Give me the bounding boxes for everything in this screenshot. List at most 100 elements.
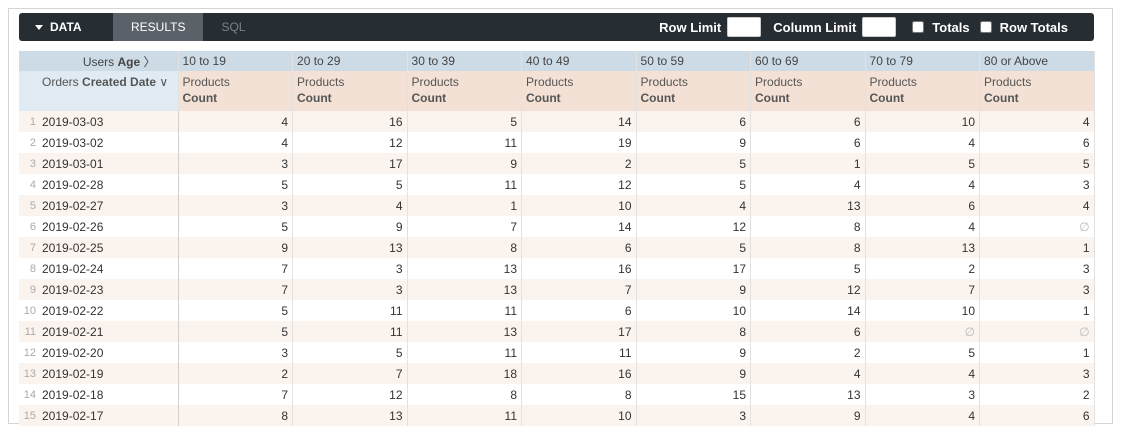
value-cell: 7 — [407, 216, 523, 237]
value-cell: 5 — [865, 342, 981, 363]
value-cell: 9 — [636, 363, 752, 384]
data-row: 3 2019-03-01 3 17 9 2 5 1 5 5 — [19, 153, 1095, 174]
tab[interactable]: DATA — [19, 13, 113, 41]
value-cell: 10 — [865, 300, 981, 321]
data-row: 9 2019-02-23 7 3 13 7 9 12 7 3 — [19, 279, 1095, 300]
data-row: 13 2019-02-19 2 7 18 16 9 4 4 3 — [19, 363, 1095, 384]
value-cell: 12 — [292, 132, 408, 153]
checkbox[interactable] — [979, 21, 992, 33]
value-cell: 3 — [178, 342, 294, 363]
value-cell: 2 — [750, 342, 866, 363]
value-cell: 11 — [407, 132, 523, 153]
date-cell: 2019-02-21 — [38, 321, 179, 342]
data-row: 10 2019-02-22 5 11 11 6 10 14 10 1 — [19, 300, 1095, 321]
checkbox[interactable] — [912, 21, 925, 33]
value-cell: 1 — [407, 195, 523, 216]
value-cell: 5 — [636, 153, 752, 174]
value-cell: 9 — [292, 216, 408, 237]
value-cell: ∅ — [979, 321, 1095, 342]
value-cell: 9 — [636, 132, 752, 153]
pivot-value[interactable]: 50 to 59 — [636, 51, 752, 71]
date-cell: 2019-02-25 — [38, 237, 179, 258]
value-cell: 13 — [865, 237, 981, 258]
row-number: 9 — [19, 279, 38, 300]
value-cell: 15 — [636, 384, 752, 405]
view-name: Users — [82, 54, 115, 69]
input[interactable] — [727, 17, 762, 37]
value-cell: 17 — [636, 258, 752, 279]
date-cell: 2019-02-27 — [38, 195, 179, 216]
pivot-value[interactable]: 20 to 29 — [292, 51, 408, 71]
view-name: Products — [640, 75, 688, 89]
pivot-value[interactable]: 60 to 69 — [750, 51, 866, 71]
value-cell: 6 — [750, 111, 866, 132]
value-cell: 6 — [865, 195, 981, 216]
measure-header[interactable]: Products Count — [750, 71, 866, 111]
measure-header[interactable]: Products Count — [178, 71, 294, 111]
value-cell: 8 — [407, 237, 523, 258]
value-cell: 9 — [636, 342, 752, 363]
measure-header[interactable]: Products Count — [292, 71, 408, 111]
field-name: Count — [755, 91, 790, 105]
row-number: 15 — [19, 405, 38, 426]
view-name: Products — [297, 75, 345, 89]
pivot-value[interactable]: 70 to 79 — [865, 51, 981, 71]
value-cell: 2 — [521, 153, 637, 174]
value-cell: 5 — [636, 237, 752, 258]
row-number: 8 — [29, 262, 36, 275]
tab[interactable]: RESULTS — [113, 13, 204, 41]
value-cell: 3 — [178, 153, 294, 174]
pivot-value[interactable]: 80 or Above — [979, 51, 1095, 71]
value-cell: 7 — [865, 279, 981, 300]
value-cell: 4 — [865, 405, 981, 426]
value-cell: 13 — [407, 279, 523, 300]
value-cell: 10 — [521, 195, 637, 216]
value-cell: 5 — [750, 258, 866, 279]
measure-header[interactable]: Products Count — [407, 71, 523, 111]
dimension-header[interactable]: Orders Created Date ∨ — [38, 71, 179, 111]
controls: Row Limit Column Limit Totals Row Totals — [659, 17, 1094, 37]
value-cell: 11 — [407, 405, 523, 426]
date-cell: 2019-02-28 — [38, 174, 179, 195]
value-cell: 8 — [750, 216, 866, 237]
value-cell: 8 — [521, 384, 637, 405]
row-number: 14 — [23, 388, 36, 401]
value-cell: 5 — [292, 342, 408, 363]
value-cell: 3 — [292, 279, 408, 300]
view-name: Products — [526, 75, 574, 89]
value-cell: 4 — [865, 174, 981, 195]
measure-header[interactable]: Products Count — [865, 71, 981, 111]
date-cell: 2019-03-03 — [38, 111, 179, 132]
corner — [19, 71, 38, 111]
value-cell: 3 — [979, 363, 1095, 384]
field-name: Created Date — [82, 75, 157, 89]
data-row: 5 2019-02-27 3 4 1 10 4 13 6 4 — [19, 195, 1095, 216]
header-row: Orders Created Date ∨ Products Count Produc… — [19, 71, 1095, 111]
value-cell: 4 — [979, 195, 1095, 216]
date-cell: 2019-03-01 — [38, 153, 179, 174]
input[interactable] — [862, 17, 897, 37]
pivot-value[interactable]: 40 to 49 — [521, 51, 637, 71]
measure-header[interactable]: Products Count — [521, 71, 637, 111]
pivot-value[interactable]: 10 to 19 — [178, 51, 294, 71]
value-cell: 10 — [865, 111, 981, 132]
value-cell: 12 — [636, 216, 752, 237]
date-cell: 2019-02-24 — [38, 258, 179, 279]
value-cell: 4 — [292, 195, 408, 216]
pivot-value[interactable]: 30 to 39 — [407, 51, 523, 71]
measure-header[interactable]: Products Count — [979, 71, 1095, 111]
field-name: Count — [869, 91, 905, 105]
date-cell: 2019-02-23 — [38, 279, 179, 300]
value-cell: 5 — [178, 321, 294, 342]
row-number: 2 — [29, 136, 36, 149]
measure-header[interactable]: Products Count — [636, 71, 752, 111]
value-cell: 3 — [178, 195, 294, 216]
view-name: Products — [411, 75, 459, 89]
label: Totals — [932, 19, 970, 35]
value-cell: 13 — [750, 384, 866, 405]
value-cell: 1 — [979, 237, 1095, 258]
tab[interactable]: SQL — [221, 20, 246, 34]
pivot-label[interactable]: Users Age 〉 — [19, 51, 179, 71]
value-cell: 14 — [750, 300, 866, 321]
row-number: 4 — [29, 178, 36, 191]
